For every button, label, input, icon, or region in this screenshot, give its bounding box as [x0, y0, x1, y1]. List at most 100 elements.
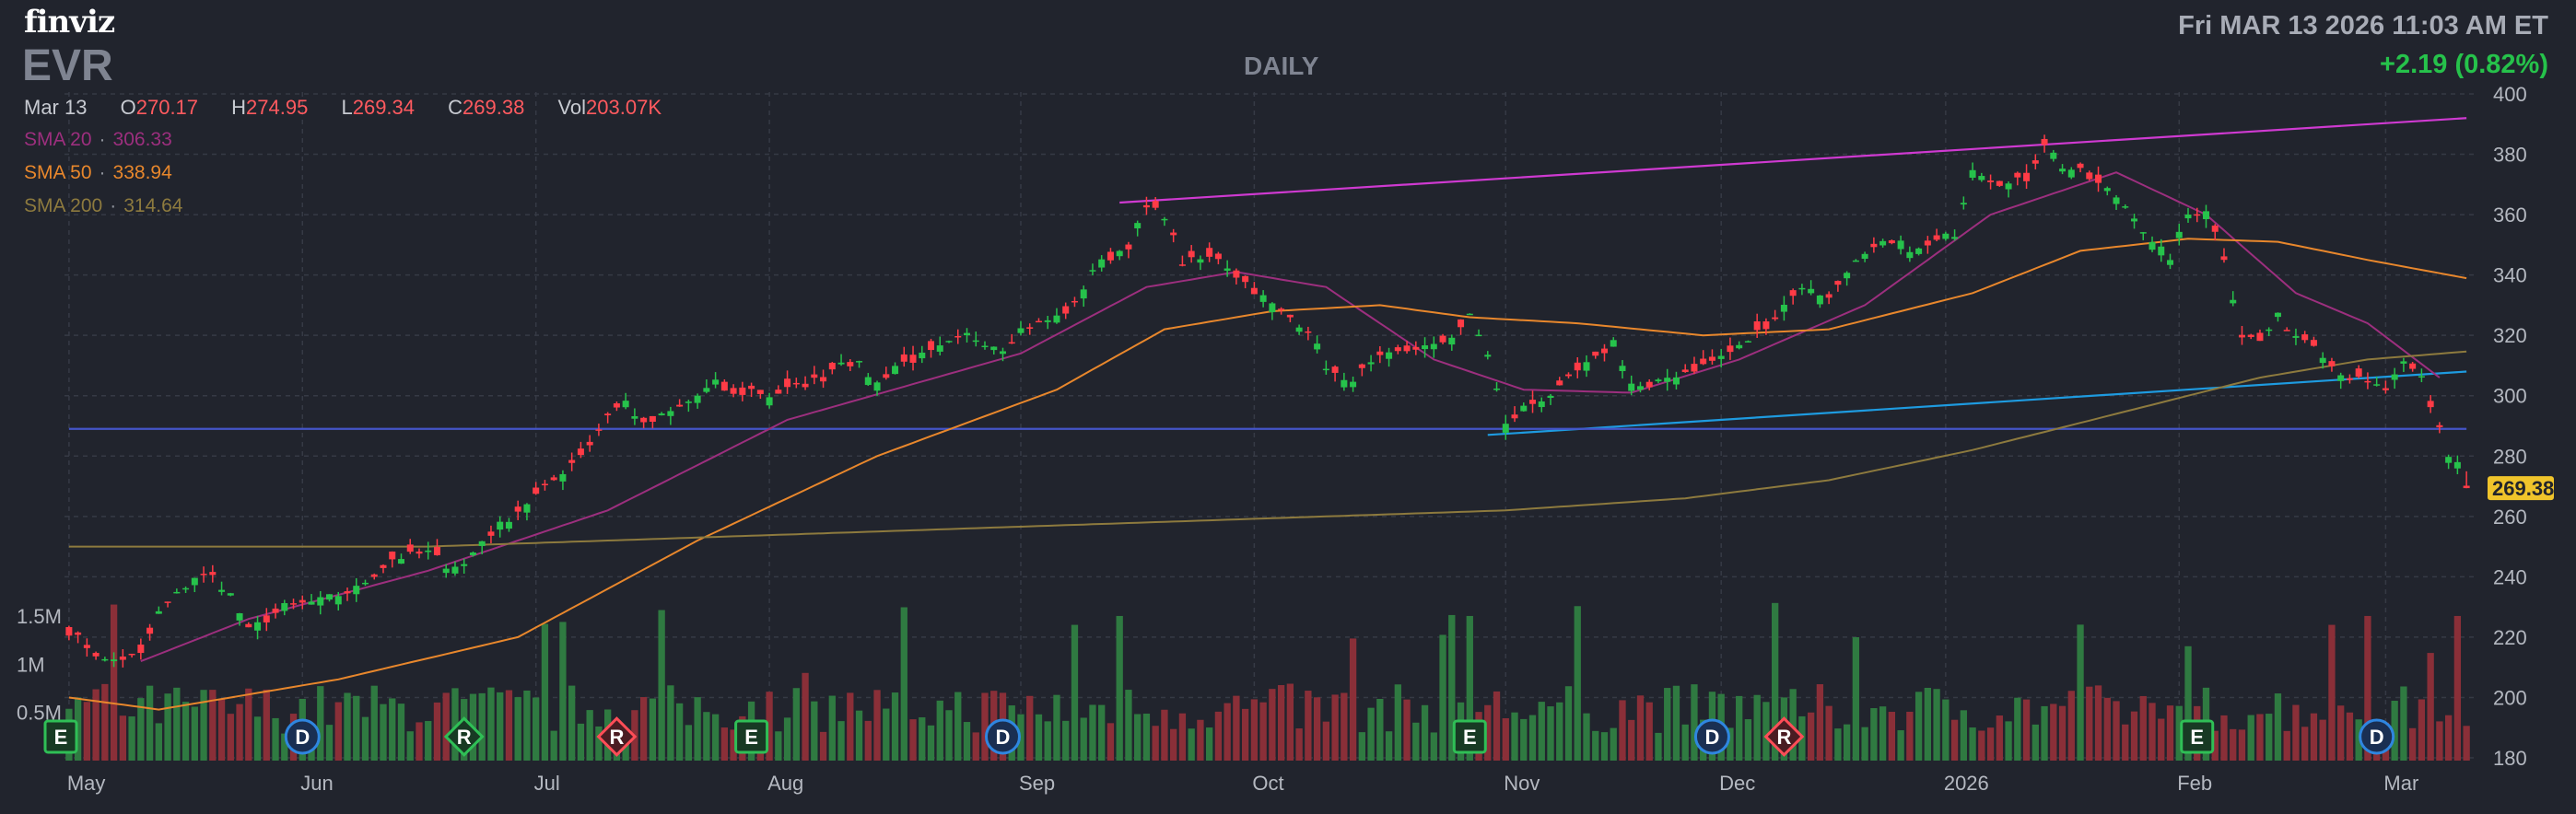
- candle: [272, 603, 279, 619]
- event-marker-rating[interactable]: R: [596, 716, 638, 757]
- candle: [667, 406, 674, 425]
- y-tick-label: 340: [2493, 264, 2527, 287]
- close-label: C: [448, 96, 463, 119]
- candle: [631, 408, 638, 425]
- candle: [155, 606, 162, 614]
- candle: [1466, 313, 1473, 316]
- volume-bar: [639, 697, 648, 761]
- candle-body: [864, 377, 872, 386]
- event-marker-earnings[interactable]: E: [2180, 719, 2215, 754]
- last-price-label: 269.38: [2492, 477, 2554, 500]
- volume-bar: [200, 690, 207, 761]
- candle: [649, 415, 656, 429]
- volume-bar: [1035, 714, 1043, 761]
- candle: [1376, 346, 1384, 364]
- candle-body: [2247, 334, 2254, 338]
- candle-body: [1924, 240, 1931, 246]
- candle: [1295, 324, 1303, 335]
- dividend-icon: [984, 718, 1021, 755]
- candle: [811, 366, 818, 385]
- event-marker-rating[interactable]: R: [443, 716, 485, 757]
- event-marker-earnings[interactable]: E: [734, 719, 769, 754]
- volume-bar: [164, 693, 171, 761]
- candle-body: [1529, 400, 1537, 404]
- trendline-support: [1487, 370, 2467, 436]
- last-price-box: [2488, 476, 2554, 501]
- candle-body: [748, 385, 755, 390]
- volume-bar: [1098, 704, 1106, 761]
- sma20-legend[interactable]: SMA 20 · 306.33: [24, 129, 172, 150]
- sma200-legend[interactable]: SMA 200 · 314.64: [24, 195, 183, 216]
- x-tick-label: Jul: [534, 772, 560, 795]
- event-marker-dividend[interactable]: D: [2359, 718, 2395, 755]
- volume-bar: [792, 688, 800, 761]
- candle: [1188, 245, 1195, 263]
- volume-bar: [766, 692, 773, 761]
- quote-datetime: Fri MAR 13 2026 11:03 AM ET: [2178, 11, 2548, 41]
- volume-bar: [1439, 634, 1446, 761]
- candle-body: [1628, 383, 1635, 391]
- event-marker-dividend[interactable]: D: [1693, 718, 1730, 755]
- candle-body: [514, 506, 521, 512]
- candle: [550, 474, 557, 482]
- candle: [909, 345, 917, 371]
- sma200-value: 314.64: [123, 195, 183, 216]
- candle-body: [1233, 270, 1240, 278]
- volume-bar: [873, 690, 881, 761]
- candle: [1017, 320, 1025, 336]
- candle: [919, 345, 926, 364]
- candle: [1547, 393, 1554, 405]
- volume-bar: [2400, 686, 2407, 761]
- candle-body: [1645, 381, 1653, 388]
- event-marker-dividend[interactable]: D: [984, 718, 1021, 755]
- candle: [1772, 309, 1779, 321]
- candle: [83, 638, 90, 657]
- candle-body: [1170, 232, 1177, 236]
- candle-body: [1386, 352, 1393, 359]
- candle-body: [1295, 327, 1303, 332]
- candle-body: [487, 531, 495, 536]
- finviz-logo[interactable]: finviz: [24, 4, 115, 41]
- volume-bar: [1466, 615, 1473, 761]
- candle: [281, 599, 288, 616]
- candle: [694, 393, 701, 409]
- candle: [1664, 368, 1671, 391]
- candle-body: [1753, 320, 1761, 331]
- volume-bar: [344, 692, 351, 761]
- candle: [1178, 255, 1186, 267]
- volume-bar: [2364, 615, 2371, 761]
- candle: [1969, 162, 1976, 180]
- volume-bar: [1727, 727, 1734, 761]
- candle: [487, 525, 495, 544]
- candle: [1636, 381, 1644, 393]
- volume-bar: [505, 690, 513, 761]
- candle: [1861, 251, 1868, 262]
- candle-body: [586, 441, 593, 446]
- candle: [2005, 180, 2012, 198]
- candle: [2373, 377, 2381, 387]
- candle: [514, 500, 521, 520]
- event-marker-rating[interactable]: R: [1763, 716, 1805, 757]
- candle-body: [92, 653, 100, 657]
- candle: [1951, 229, 1959, 241]
- candle-body: [1556, 380, 1563, 386]
- candle-body: [2355, 368, 2362, 378]
- candle-body: [1502, 424, 1509, 433]
- event-marker-earnings[interactable]: E: [1452, 719, 1487, 754]
- dividend-icon: [1693, 718, 1730, 755]
- candle: [1008, 333, 1015, 344]
- sma50-legend[interactable]: SMA 50 · 338.94: [24, 162, 172, 183]
- candle-body: [2122, 206, 2129, 208]
- candle: [1672, 371, 1680, 390]
- candle: [353, 577, 360, 602]
- candle: [2202, 204, 2209, 228]
- volume-bar: [2408, 727, 2417, 761]
- event-marker-dividend[interactable]: D: [284, 718, 321, 755]
- candle-body: [595, 429, 603, 431]
- event-marker-label: E: [54, 726, 68, 749]
- candle-body: [1242, 275, 1249, 283]
- candle: [2086, 170, 2093, 181]
- volume-bar: [281, 733, 288, 761]
- event-marker-earnings[interactable]: E: [43, 719, 78, 754]
